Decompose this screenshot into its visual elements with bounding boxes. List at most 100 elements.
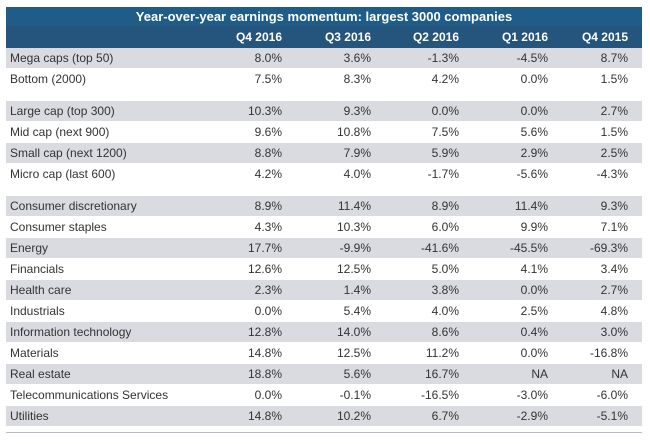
value-cell: -4.3% (596, 167, 628, 181)
table-row: Telecommunications Services 0.0% -0.1% -16.… (6, 385, 642, 406)
value-cell: 11.4% (337, 199, 371, 213)
value-cell: 4.8% (600, 304, 628, 318)
value-cell: 4.0% (343, 167, 371, 181)
value-cell: 8.3% (343, 72, 371, 86)
header-q2-2016: Q2 2016 (412, 30, 459, 44)
value-cell: -0.1% (339, 388, 371, 402)
value-cell: 6.0% (431, 220, 459, 234)
table-row: Utilities 14.8% 10.2% 6.7% -2.9% -5.1% (6, 406, 642, 427)
table-row: Consumer discretionary 8.9% 11.4% 8.9% 11.4%… (6, 196, 642, 217)
value-cell: 2.5% (520, 304, 548, 318)
value-cell: -41.6% (420, 241, 459, 255)
row-label: Mega caps (top 50) (10, 51, 114, 65)
header-q1-2016: Q1 2016 (501, 30, 548, 44)
header-q3-2016: Q3 2016 (324, 30, 371, 44)
value-cell: 2.9% (520, 146, 548, 160)
row-label: Consumer staples (10, 220, 107, 234)
value-cell: 12.5% (336, 346, 371, 360)
value-cell: -1.7% (427, 167, 459, 181)
row-label: Industrials (10, 304, 65, 318)
group-separator (6, 90, 642, 101)
value-cell: 7.5% (431, 125, 459, 139)
value-cell: 1.4% (343, 283, 371, 297)
row-label: Real estate (10, 367, 71, 381)
value-cell: 9.3% (600, 199, 628, 213)
value-cell: 11.4% (514, 199, 548, 213)
value-cell: 4.3% (254, 220, 282, 234)
value-cell: 9.6% (254, 125, 282, 139)
value-cell: 12.5% (336, 262, 371, 276)
value-cell: -1.3% (427, 51, 459, 65)
value-cell: 4.2% (254, 167, 282, 181)
table-row: Information technology 12.8% 14.0% 8.6% 0.4%… (6, 322, 642, 343)
row-label: Micro cap (last 600) (10, 167, 116, 181)
row-label: Small cap (next 1200) (10, 146, 127, 160)
value-cell: 0.0% (520, 283, 548, 297)
value-cell: 7.9% (343, 146, 371, 160)
value-cell: NA (611, 367, 628, 381)
row-label: Large cap (top 300) (10, 104, 115, 118)
value-cell: 3.0% (600, 325, 628, 339)
row-label: Bottom (2000) (10, 72, 87, 86)
value-cell: 3.6% (343, 51, 371, 65)
value-cell: 0.4% (520, 325, 548, 339)
value-cell: 0.0% (254, 388, 282, 402)
value-cell: 9.3% (343, 104, 371, 118)
value-cell: 10.3% (336, 220, 371, 234)
value-cell: 0.0% (520, 104, 548, 118)
value-cell: -4.5% (516, 51, 548, 65)
value-cell: -5.1% (596, 409, 628, 423)
value-cell: 10.8% (336, 125, 371, 139)
value-cell: 1.5% (600, 125, 628, 139)
value-cell: 5.6% (520, 125, 548, 139)
value-cell: 17.7% (247, 241, 282, 255)
value-cell: 4.2% (431, 72, 459, 86)
value-cell: 5.4% (343, 304, 371, 318)
table-row: Micro cap (last 600) 4.2% 4.0% -1.7% -5.6% -4… (6, 164, 642, 185)
row-label: Telecommunications Services (10, 388, 169, 402)
row-label: Energy (10, 241, 49, 255)
row-label: Consumer discretionary (10, 199, 137, 213)
group-separator (6, 185, 642, 196)
value-cell: 8.0% (254, 51, 282, 65)
value-cell: 2.7% (600, 104, 628, 118)
value-cell: 14.8% (247, 409, 282, 423)
value-cell: 8.8% (254, 146, 282, 160)
row-label: Financials (10, 262, 65, 276)
value-cell: 14.0% (336, 325, 371, 339)
value-cell: 18.8% (247, 367, 282, 381)
value-cell: 6.7% (431, 409, 459, 423)
value-cell: 2.5% (600, 146, 628, 160)
table-row: Large cap (top 300) 10.3% 9.3% 0.0% 0.0% 2.7% (6, 101, 642, 122)
value-cell: 9.9% (520, 220, 548, 234)
table-row: Bottom (2000) 7.5% 8.3% 4.2% 0.0% 1.5% (6, 69, 642, 90)
value-cell: 2.7% (600, 283, 628, 297)
table-bottom-rule (6, 432, 642, 433)
table-row: Mid cap (next 900) 9.6% 10.8% 7.5% 5.6% 1.5% (6, 122, 642, 143)
value-cell: -6.0% (596, 388, 628, 402)
value-cell: 8.9% (431, 199, 459, 213)
value-cell: 4.1% (520, 262, 548, 276)
value-cell: 0.0% (254, 304, 282, 318)
table-row: Mega caps (top 50) 8.0% 3.6% -1.3% -4.5% 8.7% (6, 48, 642, 69)
value-cell: 11.2% (425, 346, 459, 360)
value-cell: 8.6% (431, 325, 459, 339)
value-cell: -2.9% (516, 409, 548, 423)
row-label: Mid cap (next 900) (10, 125, 110, 139)
value-cell: 4.0% (431, 304, 459, 318)
value-cell: 3.8% (431, 283, 459, 297)
value-cell: 2.3% (254, 283, 282, 297)
value-cell: -3.0% (516, 388, 548, 402)
table-row: Health care 2.3% 1.4% 3.8% 0.0% 2.7% (6, 280, 642, 301)
value-cell: -69.3% (589, 241, 628, 255)
value-cell: -16.8% (589, 346, 628, 360)
value-cell: 14.8% (247, 346, 282, 360)
row-label: Information technology (10, 325, 132, 339)
value-cell: 7.1% (600, 220, 628, 234)
header-q4-2016: Q4 2016 (235, 30, 282, 44)
table-title: Year-over-year earnings momentum: larges… (6, 7, 642, 26)
value-cell: 5.9% (431, 146, 459, 160)
row-label: Utilities (10, 409, 49, 423)
value-cell: 10.2% (336, 409, 371, 423)
